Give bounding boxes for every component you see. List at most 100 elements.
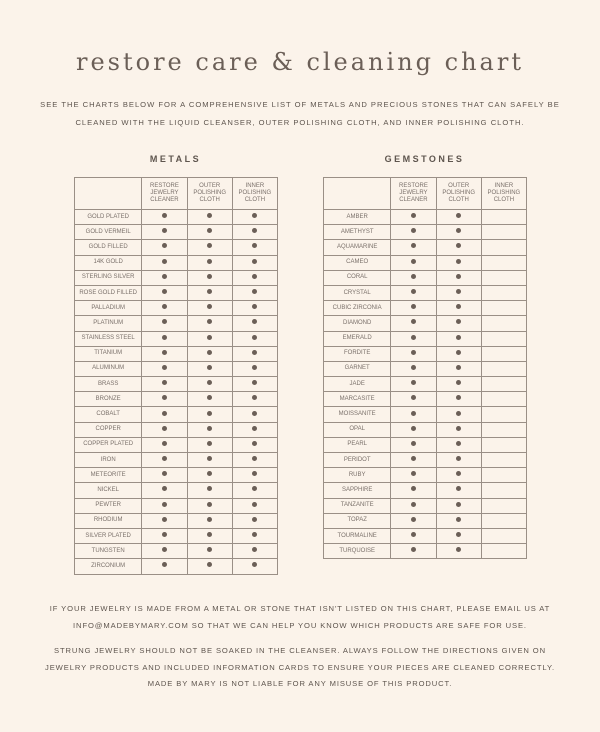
compatibility-cell — [231, 315, 279, 332]
dot-icon — [456, 228, 462, 234]
dot-icon — [161, 273, 167, 279]
dot-icon — [410, 273, 416, 279]
table-row: CUBIC ZIRCONIA — [322, 300, 528, 317]
table-row: GOLD PLATED — [73, 208, 279, 226]
column-header: OUTER POLISHING CLOTH — [186, 177, 233, 210]
compatibility-cell — [231, 467, 279, 484]
compatibility-cell — [186, 269, 233, 286]
compatibility-cell — [390, 254, 437, 271]
compatibility-cell — [141, 543, 188, 560]
dot-icon — [410, 547, 416, 553]
compatibility-cell — [480, 451, 528, 469]
material-name: STAINLESS STEEL — [73, 330, 143, 347]
dot-icon — [410, 516, 416, 522]
compatibility-cell — [480, 421, 528, 438]
compatibility-cell — [231, 330, 279, 347]
compatibility-cell — [480, 512, 528, 529]
dot-icon — [207, 364, 213, 370]
material-name: SILVER PLATED — [73, 527, 143, 545]
compatibility-cell — [141, 512, 188, 529]
table-row: PLATINUM — [73, 315, 279, 332]
dot-icon — [161, 319, 167, 325]
compatibility-cell — [435, 284, 482, 302]
compatibility-cell — [141, 345, 188, 362]
compatibility-cell — [231, 208, 279, 226]
material-name: PEARL — [322, 436, 392, 454]
dot-icon — [456, 486, 462, 492]
material-name: RUBY — [322, 467, 392, 484]
dot-icon — [252, 289, 258, 295]
dot-icon — [456, 334, 462, 340]
compatibility-cell — [435, 406, 482, 423]
dot-icon — [410, 486, 416, 492]
table-row: AMBER — [322, 208, 528, 226]
table-row: CRYSTAL — [322, 284, 528, 302]
compatibility-cell — [231, 254, 279, 271]
compatibility-cell — [231, 497, 279, 514]
material-name: AMBER — [322, 208, 392, 226]
compatibility-cell — [141, 360, 188, 378]
dot-icon — [161, 258, 167, 264]
material-name: CRYSTAL — [322, 284, 392, 302]
compatibility-cell — [390, 543, 437, 560]
compatibility-cell — [231, 345, 279, 362]
table-row: RHODIUM — [73, 512, 279, 529]
compatibility-cell — [390, 467, 437, 484]
compatibility-cell — [480, 406, 528, 423]
compatibility-cell — [186, 482, 233, 499]
table-row: MOISSANITE — [322, 406, 528, 423]
dot-icon — [456, 501, 462, 507]
compatibility-cell — [186, 406, 233, 423]
material-name: CORAL — [322, 269, 392, 286]
compatibility-cell — [480, 239, 528, 256]
dot-icon — [456, 395, 462, 401]
material-name: TOURMALINE — [322, 527, 392, 545]
dot-icon — [252, 440, 258, 446]
dot-icon — [410, 471, 416, 477]
compatibility-cell — [390, 345, 437, 362]
compatibility-cell — [480, 315, 528, 332]
table-row: TITANIUM — [73, 345, 279, 362]
dot-icon — [207, 380, 213, 386]
table-row: CAMEO — [322, 254, 528, 271]
dot-icon — [456, 532, 462, 538]
dot-icon — [252, 273, 258, 279]
dot-icon — [456, 289, 462, 295]
dot-icon — [456, 304, 462, 310]
dot-icon — [252, 501, 258, 507]
dot-icon — [456, 516, 462, 522]
compatibility-cell — [390, 315, 437, 332]
table-row: JADE — [322, 376, 528, 393]
dot-icon — [252, 364, 258, 370]
dot-icon — [161, 304, 167, 310]
table-row: PEWTER — [73, 497, 279, 514]
dot-icon — [252, 334, 258, 340]
dot-icon — [252, 425, 258, 431]
table-row: PERIDOT — [322, 451, 528, 469]
column-header: OUTER POLISHING CLOTH — [435, 177, 482, 210]
material-name: FORDITE — [322, 345, 392, 362]
header-empty — [322, 177, 392, 210]
table-row: CORAL — [322, 269, 528, 286]
dot-icon — [161, 334, 167, 340]
material-name: METEORITE — [73, 467, 143, 484]
compatibility-cell — [231, 482, 279, 499]
compatibility-cell — [480, 254, 528, 271]
column-header: INNER POLISHING CLOTH — [231, 177, 279, 210]
compatibility-cell — [231, 284, 279, 302]
table-row: ZIRCONIUM — [73, 558, 279, 575]
dot-icon — [410, 456, 416, 462]
material-name: TITANIUM — [73, 345, 143, 362]
dot-icon — [456, 213, 462, 219]
compatibility-cell — [186, 345, 233, 362]
dot-icon — [456, 380, 462, 386]
dot-icon — [252, 319, 258, 325]
dot-icon — [207, 456, 213, 462]
dot-icon — [410, 319, 416, 325]
material-name: SAPPHIRE — [322, 482, 392, 499]
table-row: 14K GOLD — [73, 254, 279, 271]
dot-icon — [410, 395, 416, 401]
compatibility-cell — [435, 300, 482, 317]
material-name: DIAMOND — [322, 315, 392, 332]
dot-icon — [456, 425, 462, 431]
